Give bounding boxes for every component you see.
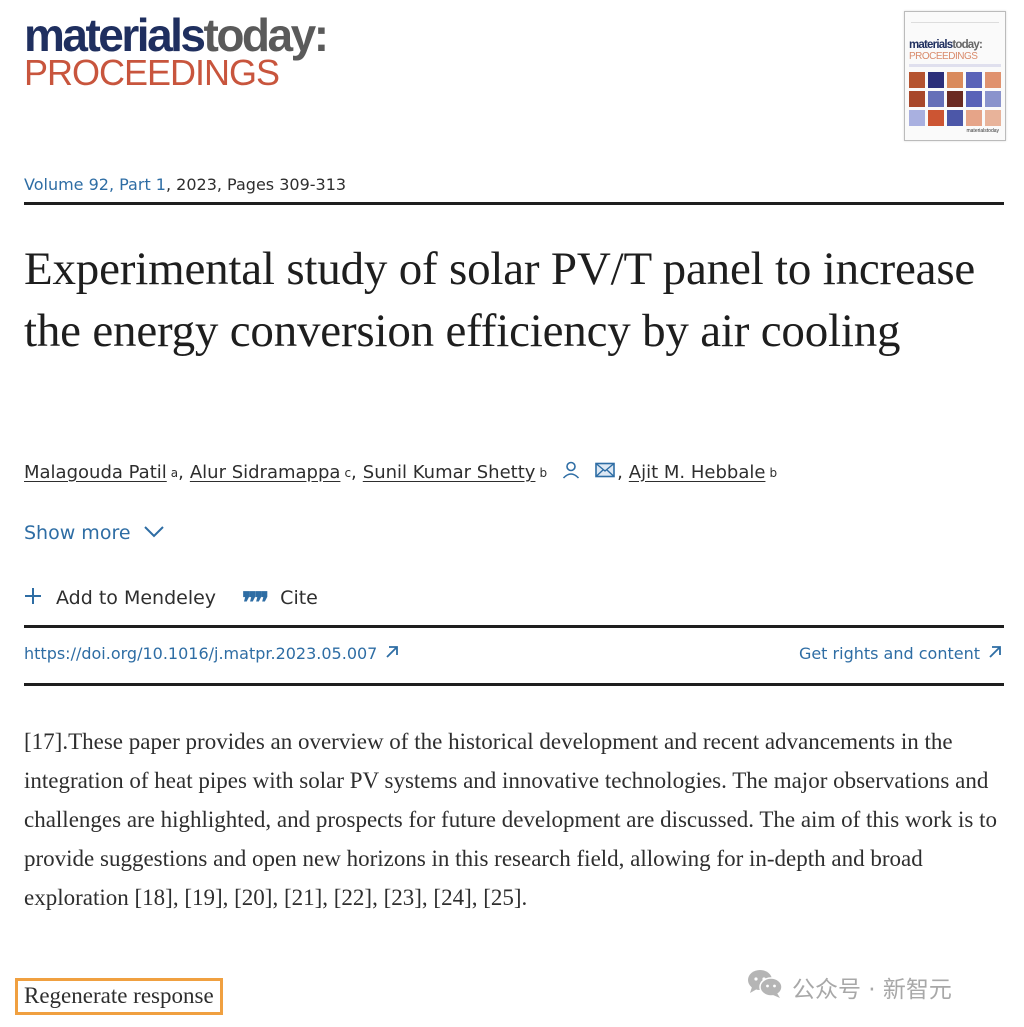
cover-tile [928, 91, 944, 107]
divider [24, 202, 1004, 205]
cover-tile [928, 72, 944, 88]
regenerate-response-button[interactable]: Regenerate response [15, 978, 223, 1015]
author-affiliation: b [539, 465, 548, 480]
article-title: Experimental study of solar PV/T panel t… [24, 243, 976, 357]
cover-subtitle: PROCEEDINGS [909, 51, 978, 62]
watermark-text: 公众号 · 新智元 [792, 977, 952, 1003]
author-link[interactable]: Sunil Kumar Shetty [362, 462, 536, 483]
external-link-icon [988, 644, 1002, 663]
email-icon[interactable] [595, 462, 615, 483]
get-rights-link[interactable]: Get rights and content [799, 644, 1002, 663]
author-affiliation: c [344, 465, 352, 480]
cover-tile [909, 110, 925, 126]
logo-proceedings: PROCEEDINGS [24, 52, 280, 93]
cover-tile [985, 72, 1001, 88]
article-actions: Add to Mendeley ❞❞ Cite [24, 584, 318, 619]
separator: , [178, 462, 184, 483]
author-link[interactable]: Malagouda Patil [24, 462, 167, 483]
volume-year-pages: , 2023, Pages 309-313 [165, 175, 347, 194]
plus-icon [24, 587, 42, 610]
cover-tile [966, 72, 982, 88]
show-more-label: Show more [24, 522, 131, 544]
author-link[interactable]: Alur Sidramappa [189, 462, 341, 483]
cover-tile [909, 91, 925, 107]
cover-tile [909, 72, 925, 88]
doi-text: https://doi.org/10.1016/j.matpr.2023.05.… [24, 644, 378, 663]
doi-link[interactable]: https://doi.org/10.1016/j.matpr.2023.05.… [24, 644, 399, 663]
add-to-mendeley-label: Add to Mendeley [56, 587, 217, 609]
cover-header [911, 16, 999, 23]
cite-button[interactable]: ❞❞ Cite [242, 584, 318, 619]
logo-wordmark: materialstoday: [24, 9, 329, 61]
person-icon[interactable] [561, 460, 581, 485]
author-affiliation: b [769, 465, 778, 480]
separator: , [351, 462, 357, 483]
wechat-watermark: 公众号 · 新智元 [746, 968, 952, 1006]
add-to-mendeley-button[interactable]: Add to Mendeley [24, 587, 216, 610]
quote-icon: ❞❞ [242, 586, 269, 619]
cover-tile [947, 72, 963, 88]
cover-tile [947, 91, 963, 107]
divider [24, 683, 1004, 686]
cover-image-grid [909, 72, 1001, 126]
cover-tile [928, 110, 944, 126]
author-link[interactable]: Ajit M. Hebbale [628, 462, 766, 483]
cover-caption-bar [909, 64, 1001, 67]
chevron-down-icon [143, 522, 165, 544]
divider [24, 625, 1004, 628]
cover-tile [985, 110, 1001, 126]
external-link-icon [385, 644, 399, 663]
separator: , [617, 462, 623, 483]
cover-tile [947, 110, 963, 126]
author-affiliation: a [170, 465, 179, 480]
cover-footer-logo: materialstoday [966, 128, 999, 134]
cite-label: Cite [280, 587, 318, 609]
cover-tile [966, 91, 982, 107]
wechat-icon [746, 968, 784, 1006]
volume-link[interactable]: Volume 92, Part 1 [24, 175, 166, 194]
journal-cover-image[interactable]: materialstoday: PROCEEDINGS materialstod… [904, 11, 1006, 141]
journal-logo[interactable]: materialstoday: PROCEEDINGS [24, 9, 329, 93]
author-list: Malagouda Patil a, Alur Sidramappa c, Suni… [24, 460, 777, 485]
get-rights-text: Get rights and content [798, 644, 980, 663]
cover-tile [966, 110, 982, 126]
volume-info: Volume 92, Part 1, 2023, Pages 309-313 [24, 175, 346, 194]
cover-title: materialstoday: [909, 39, 983, 51]
abstract-text: [17].These paper provides an overview of… [24, 729, 997, 910]
cover-tile [985, 91, 1001, 107]
show-more-button[interactable]: Show more [24, 522, 165, 544]
